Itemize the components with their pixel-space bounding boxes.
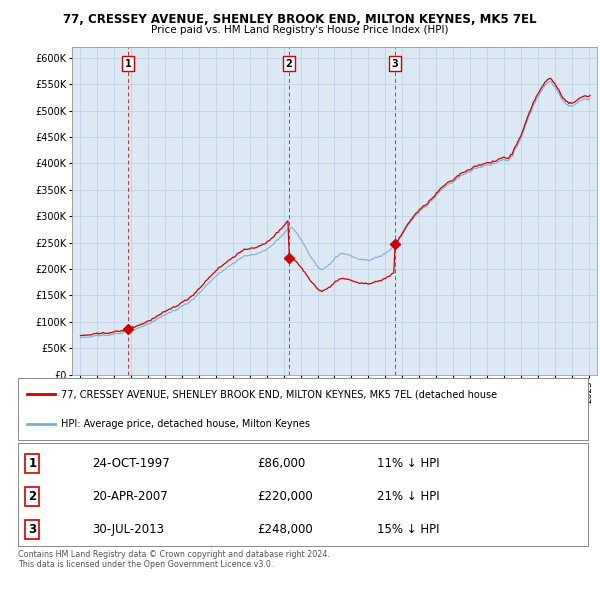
Text: 77, CRESSEY AVENUE, SHENLEY BROOK END, MILTON KEYNES, MK5 7EL (detached house: 77, CRESSEY AVENUE, SHENLEY BROOK END, M… [61,389,497,399]
Text: Contains HM Land Registry data © Crown copyright and database right 2024.
This d: Contains HM Land Registry data © Crown c… [18,550,330,569]
Text: 24-OCT-1997: 24-OCT-1997 [92,457,170,470]
Text: 20-APR-2007: 20-APR-2007 [92,490,168,503]
Text: £86,000: £86,000 [257,457,305,470]
Text: £248,000: £248,000 [257,523,313,536]
Text: 21% ↓ HPI: 21% ↓ HPI [377,490,440,503]
Text: £220,000: £220,000 [257,490,313,503]
Text: Price paid vs. HM Land Registry's House Price Index (HPI): Price paid vs. HM Land Registry's House … [151,25,449,35]
Text: 11% ↓ HPI: 11% ↓ HPI [377,457,440,470]
Text: 3: 3 [28,523,37,536]
Text: 3: 3 [392,59,398,69]
Text: 15% ↓ HPI: 15% ↓ HPI [377,523,440,536]
Text: 1: 1 [125,59,131,69]
Text: 2: 2 [286,59,292,69]
Text: 30-JUL-2013: 30-JUL-2013 [92,523,164,536]
Text: HPI: Average price, detached house, Milton Keynes: HPI: Average price, detached house, Milt… [61,419,310,429]
Text: 77, CRESSEY AVENUE, SHENLEY BROOK END, MILTON KEYNES, MK5 7EL: 77, CRESSEY AVENUE, SHENLEY BROOK END, M… [63,13,537,26]
Text: 2: 2 [28,490,37,503]
Text: 1: 1 [28,457,37,470]
